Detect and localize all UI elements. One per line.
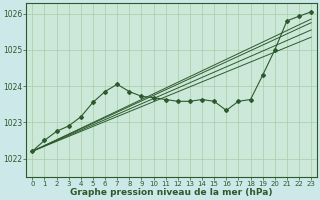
X-axis label: Graphe pression niveau de la mer (hPa): Graphe pression niveau de la mer (hPa) [70,188,273,197]
